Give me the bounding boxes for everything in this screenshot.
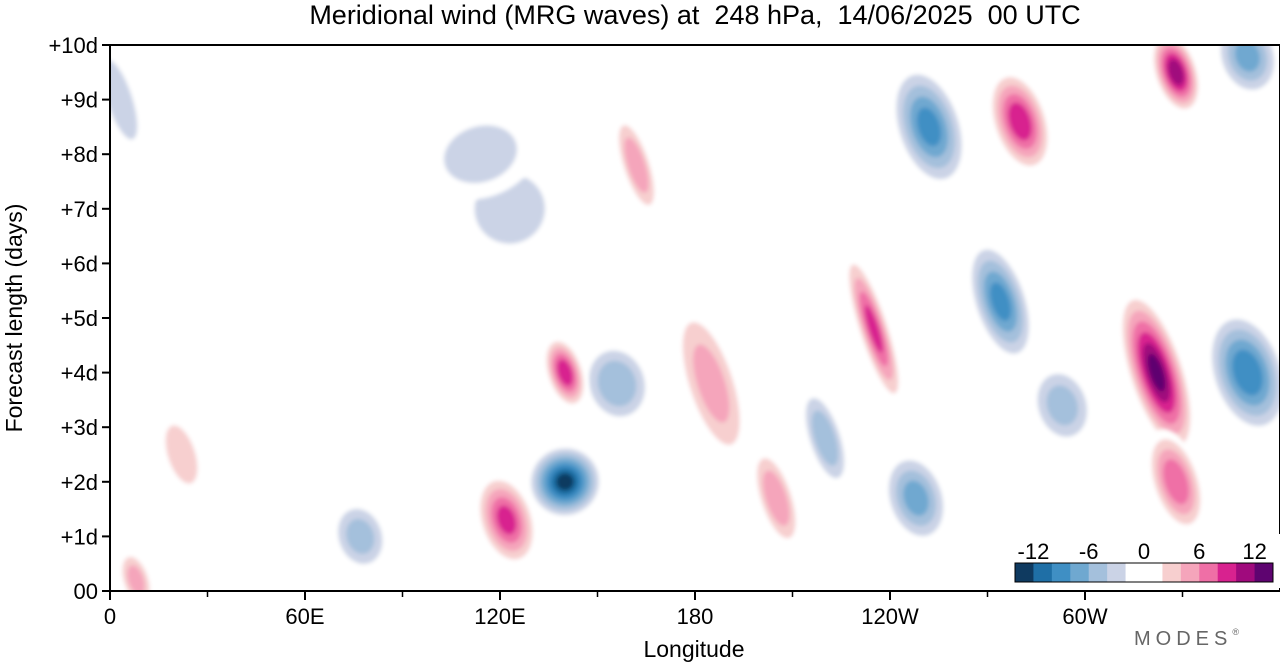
wave-contour <box>811 410 839 466</box>
colorbar-swatch <box>1015 563 1034 582</box>
brand-name: MODES <box>1134 628 1232 650</box>
x-tick-label: 60W <box>1062 604 1107 629</box>
wave-feature <box>1213 45 1280 99</box>
wave-contour <box>1008 102 1032 141</box>
wave-contour <box>165 425 198 484</box>
wave-contour <box>1163 459 1189 505</box>
wave-contour <box>597 360 637 407</box>
y-tick-label: +5d <box>61 306 98 331</box>
y-axis-label: Forecast length (days) <box>1 204 27 433</box>
colorbar-swatch <box>1144 563 1163 582</box>
wave-contour <box>864 305 883 353</box>
wave-contour <box>1147 353 1166 392</box>
colorbar-swatch <box>1236 563 1256 582</box>
wave-feature <box>1146 429 1206 535</box>
wave-feature <box>330 498 391 574</box>
wave-feature <box>751 445 802 551</box>
x-tick-label: 0 <box>104 604 116 629</box>
wave-feature <box>580 340 654 427</box>
colorbar-swatch <box>1070 563 1090 582</box>
wave-contour <box>444 125 517 184</box>
colorbar-swatch <box>1088 563 1108 582</box>
y-tick-label: +8d <box>61 142 98 167</box>
colorbar-label: 0 <box>1138 539 1150 564</box>
wave-contour <box>1046 385 1078 426</box>
wave-contour <box>916 107 942 147</box>
wave-feature <box>474 472 539 568</box>
wave-feature <box>672 299 751 468</box>
wave-feature <box>1028 362 1096 449</box>
wave-feature <box>799 385 851 491</box>
wave-contour <box>693 344 730 423</box>
wave-contour <box>127 565 145 591</box>
colorbar-swatch <box>1217 563 1237 582</box>
wave-contour <box>110 59 138 140</box>
x-tick-label: 60E <box>285 604 324 629</box>
y-tick-label: +7d <box>61 197 98 222</box>
wave-feature <box>889 63 969 191</box>
wave-feature <box>966 238 1035 365</box>
colorbar-label: -12 <box>1018 539 1050 564</box>
wave-contour <box>762 470 790 526</box>
wave-contour <box>557 359 573 386</box>
wave-contour <box>1235 45 1260 72</box>
x-tick-label: 180 <box>677 604 714 629</box>
colorbar: -12 -6 0 6 12 <box>1007 534 1280 588</box>
colorbar-frame <box>1014 562 1274 583</box>
y-tick-label: +4d <box>61 361 98 386</box>
colorbar-swatch <box>1051 563 1071 582</box>
wave-feature <box>1150 45 1202 115</box>
chart-title: Meridional wind (MRG waves) at 248 hPa, … <box>309 0 1080 30</box>
x-tick-label: 120E <box>474 604 525 629</box>
wave-feature <box>526 443 604 521</box>
wave-contour <box>990 282 1011 321</box>
wave-contour <box>624 137 649 193</box>
wave-feature <box>987 68 1053 175</box>
wave-feature <box>423 108 538 200</box>
wave-contour <box>556 473 574 491</box>
wave-contour <box>1168 59 1184 86</box>
wave-feature <box>117 548 155 591</box>
y-axis: 00 +1d +2d +3d +4d +5d +6d +7d +8d +9d +10d <box>48 33 110 604</box>
y-tick-label: +3d <box>61 415 98 440</box>
wave-feature <box>110 45 148 163</box>
colorbar-swatch <box>1254 563 1274 582</box>
y-tick-label: 00 <box>74 579 98 604</box>
wave-contour <box>1232 349 1263 396</box>
colorbar-swatch <box>1107 563 1127 582</box>
wave-feature <box>613 112 660 218</box>
colorbar-label: 6 <box>1193 539 1205 564</box>
wave-contour <box>346 518 375 554</box>
wave-feature <box>1205 309 1280 437</box>
wave-feature <box>881 450 951 546</box>
brand-mark: ® <box>1232 627 1244 637</box>
colorbar-label: 12 <box>1242 539 1266 564</box>
y-tick-label: +10d <box>48 33 98 58</box>
y-tick-label: +2d <box>61 470 98 495</box>
y-tick-label: +1d <box>61 524 98 549</box>
colorbar-swatch <box>1180 563 1200 582</box>
x-axis-label: Longitude <box>643 636 744 662</box>
wave-field <box>110 45 1280 591</box>
colorbar-swatch <box>1162 563 1182 582</box>
colorbar-swatch <box>1125 563 1145 582</box>
wave-feature <box>844 250 904 407</box>
y-tick-label: +6d <box>61 251 98 276</box>
wave-feature <box>158 412 205 497</box>
y-tick-label: +9d <box>61 88 98 113</box>
colorbar-swatch <box>1199 563 1219 582</box>
wave-contour <box>903 480 929 516</box>
x-tick-label: 120W <box>861 604 919 629</box>
colorbar-swatch <box>1033 563 1053 582</box>
brand-logo: MODES® <box>1134 627 1244 650</box>
colorbar-label: -6 <box>1079 539 1099 564</box>
wave-feature <box>1117 289 1196 457</box>
x-axis: 0 60E 120E 180 120W 60W <box>104 591 1184 629</box>
wave-feature <box>543 335 587 410</box>
wave-contour <box>496 505 517 535</box>
